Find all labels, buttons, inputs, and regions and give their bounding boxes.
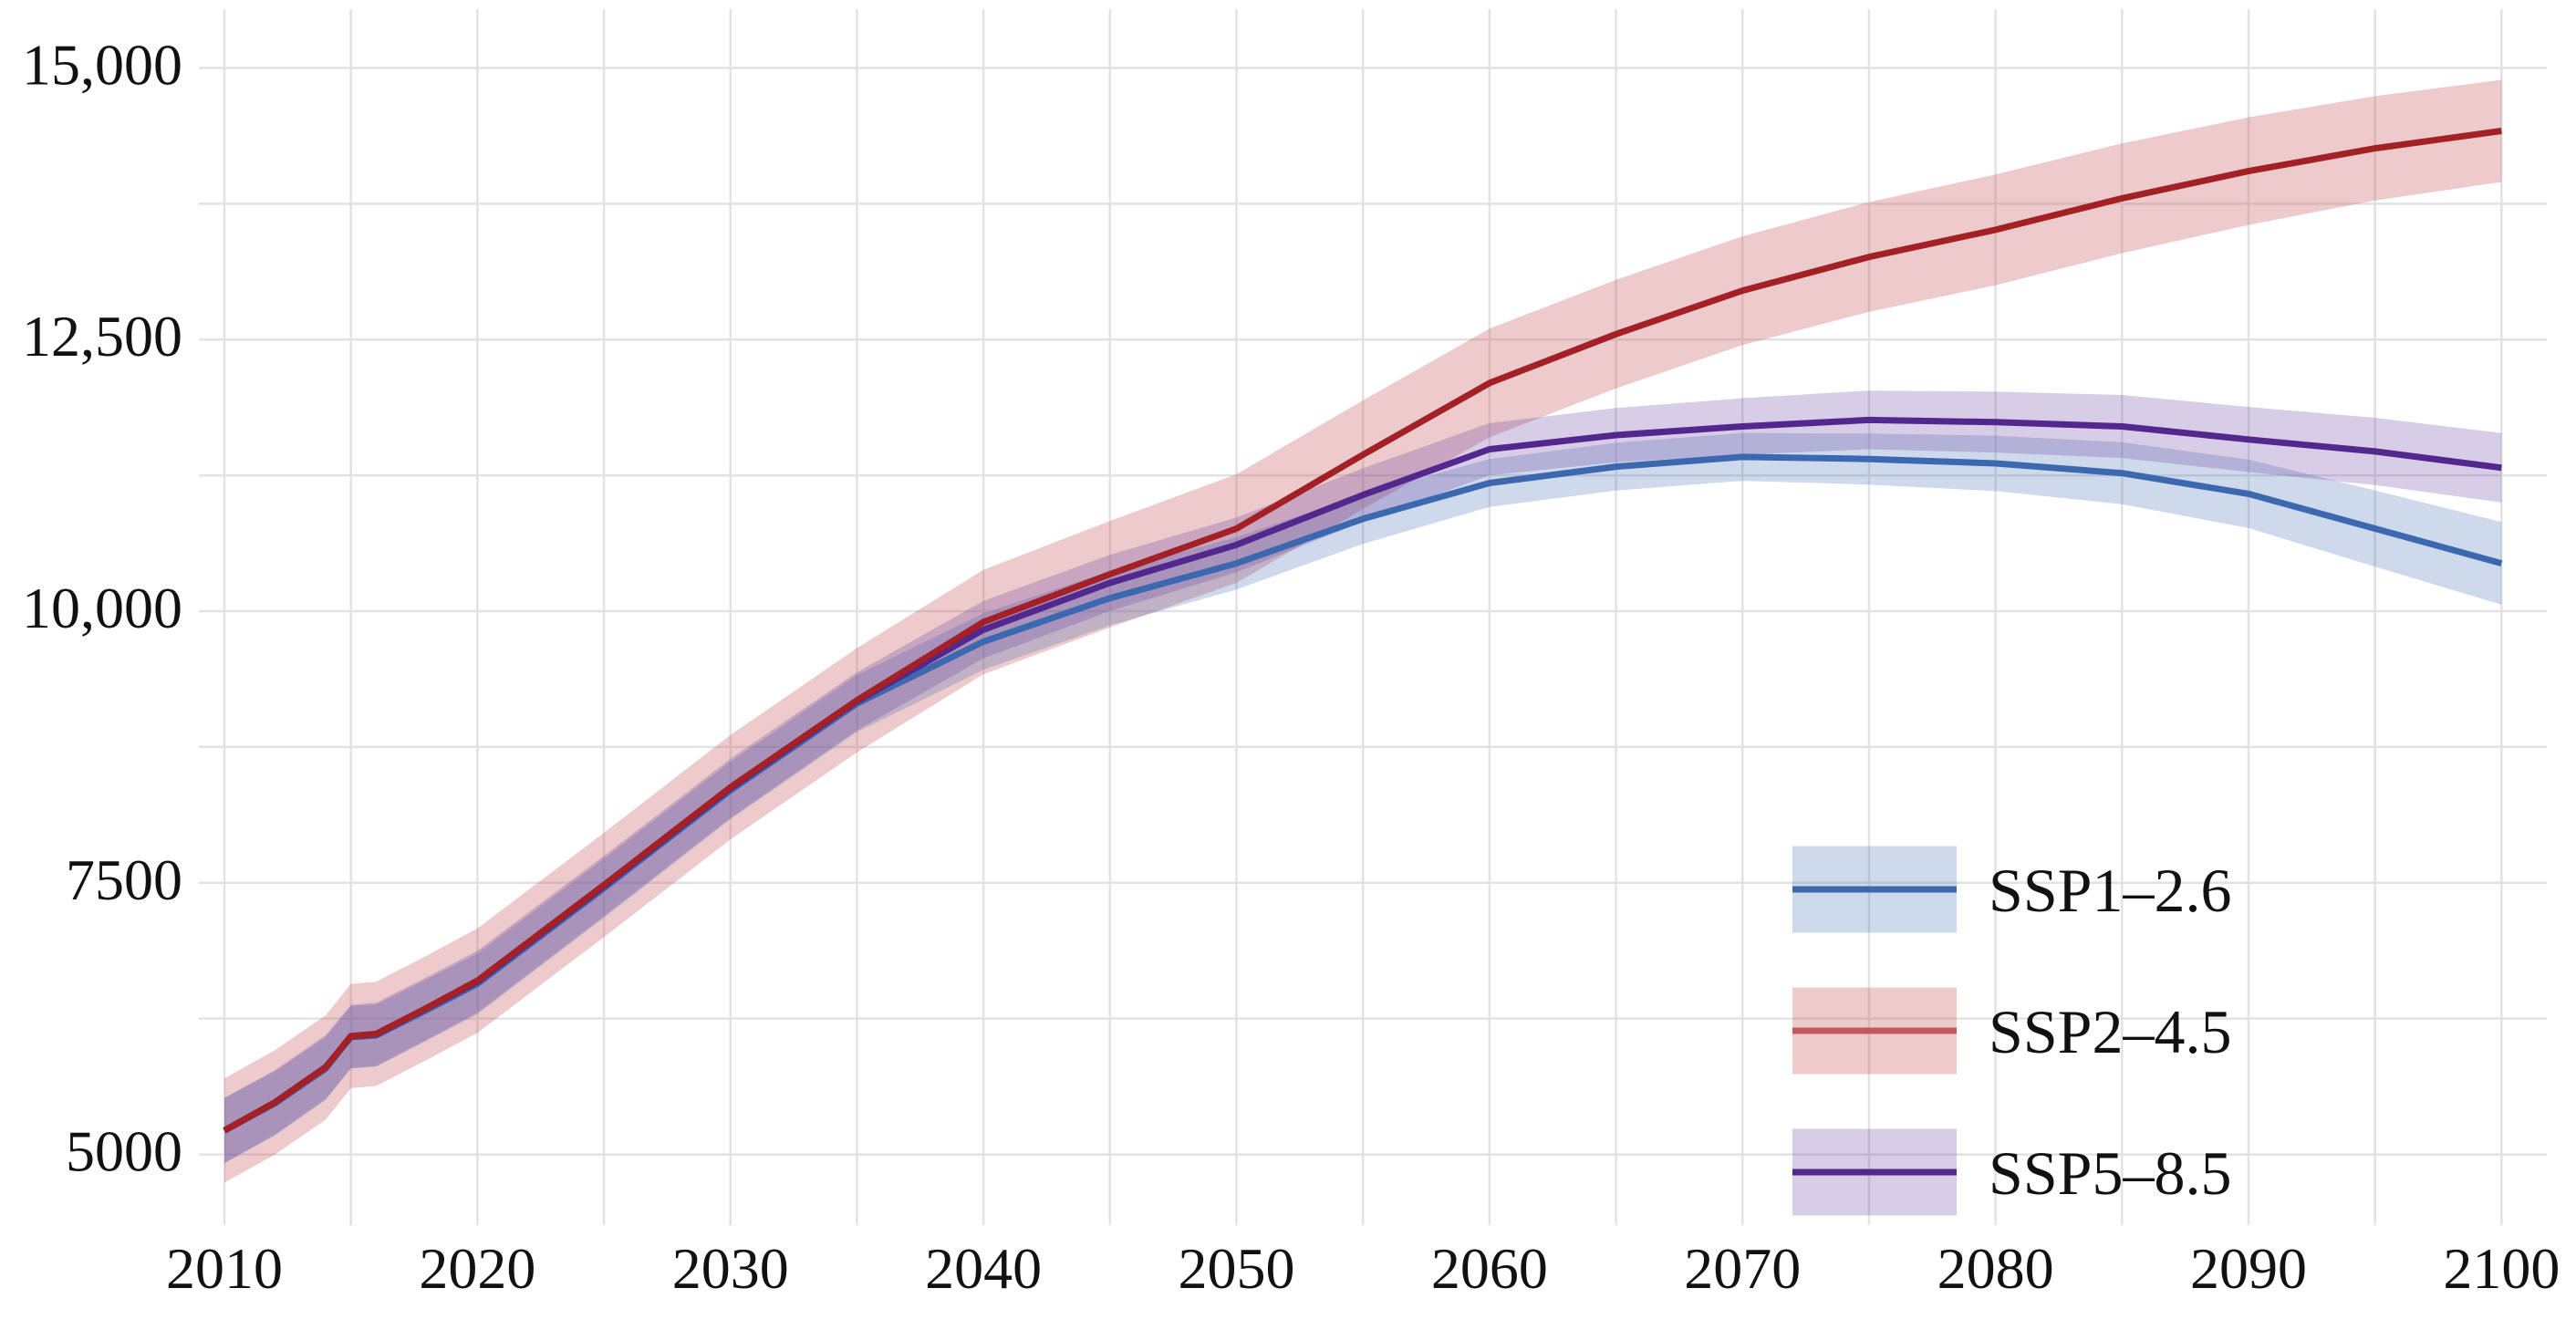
legend-label-ssp5-8.5: SSP5–8.5 [1989, 1138, 2231, 1208]
y-tick-12500: 12,500 [22, 304, 182, 369]
x-tick-2080: 2080 [1937, 1236, 2054, 1301]
band-ssp1-2.6 [224, 432, 2502, 1164]
x-tick-2030: 2030 [672, 1236, 789, 1301]
legend: SSP1–2.6 SSP2–4.5 SSP5–8.5 [1792, 846, 2231, 1216]
legend-label-ssp2-4.5: SSP2–4.5 [1989, 997, 2231, 1066]
x-tick-2040: 2040 [925, 1236, 1042, 1301]
legend-item-ssp2-4.5: SSP2–4.5 [1792, 987, 2231, 1075]
series-lines [223, 128, 2503, 1134]
x-tick-2020: 2020 [419, 1236, 535, 1301]
y-tick-5000: 5000 [66, 1119, 182, 1184]
x-tick-2010: 2010 [166, 1236, 283, 1301]
x-tick-2050: 2050 [1178, 1236, 1294, 1301]
legend-label-ssp1-2.6: SSP1–2.6 [1989, 856, 2231, 925]
x-tick-2100: 2100 [2443, 1236, 2560, 1301]
legend-item-ssp5-8.5: SSP5–8.5 [1792, 1128, 2231, 1216]
line-ssp2-4.5 [223, 128, 2502, 1134]
y-axis-labels: 5000 7500 10,000 12,500 15,000 [22, 32, 182, 1183]
y-tick-10000: 10,000 [22, 576, 182, 640]
y-tick-15000: 15,000 [22, 32, 182, 97]
legend-item-ssp1-2.6: SSP1–2.6 [1792, 846, 2231, 933]
x-tick-2090: 2090 [2190, 1236, 2307, 1301]
band-ssp5-8.5 [224, 390, 2502, 1164]
band-ssp2-4.5 [224, 79, 2502, 1183]
x-axis-labels: 2010 2020 2030 2040 2050 2060 2070 2080 2090 2100 [166, 1236, 2560, 1301]
y-tick-7500: 7500 [66, 847, 182, 912]
gridlines [199, 9, 2547, 1225]
confidence-bands [224, 79, 2502, 1183]
x-tick-2070: 2070 [1684, 1236, 1801, 1301]
x-tick-2060: 2060 [1431, 1236, 1548, 1301]
